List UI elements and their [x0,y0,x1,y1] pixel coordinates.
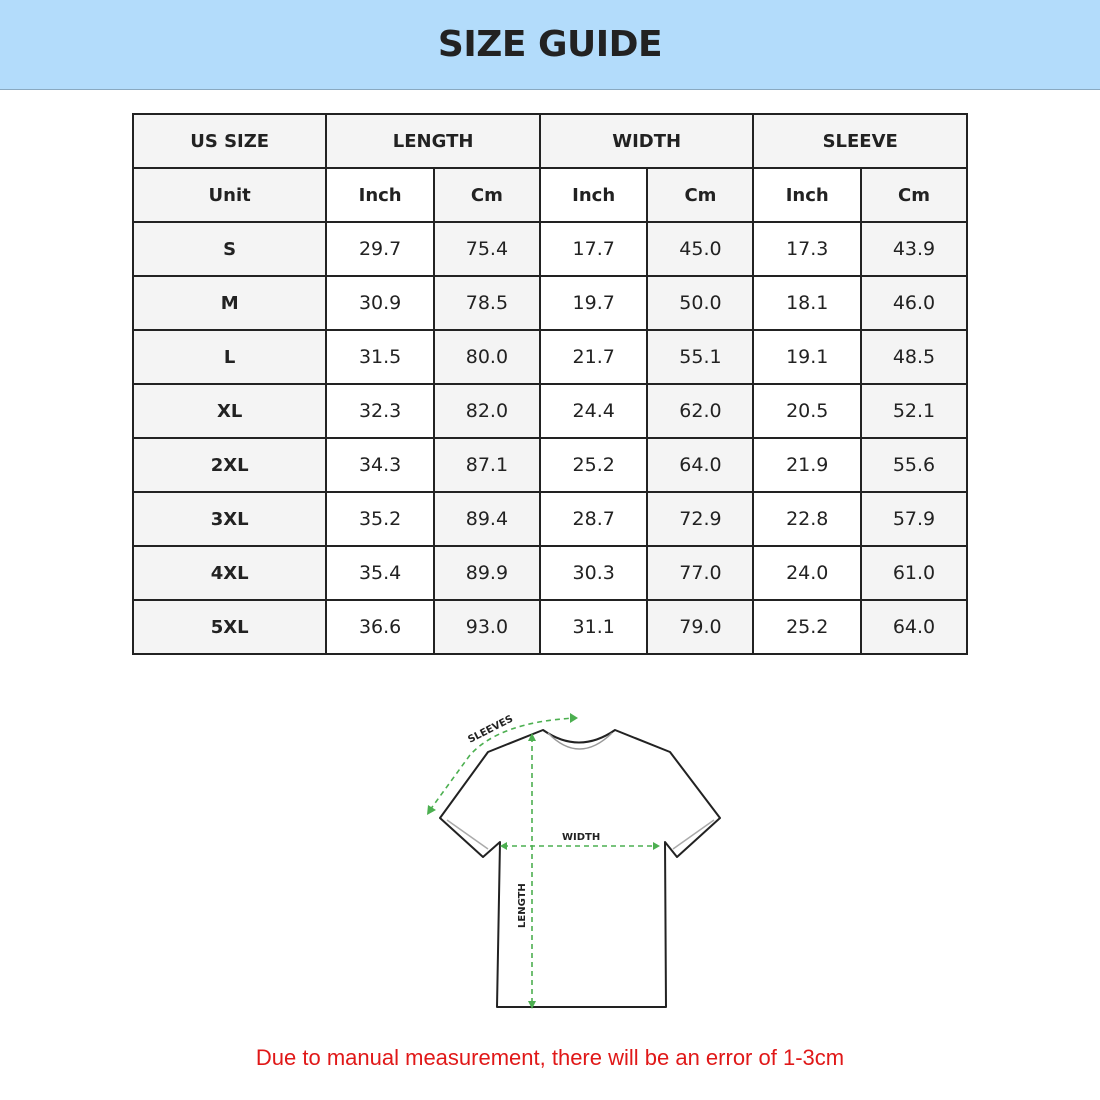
measurement-cell: 64.0 [646,437,755,493]
arrow-icon [427,805,436,815]
unit-cell: Inch [752,167,863,223]
measurement-cell: 64.0 [860,599,968,655]
table-row: 4XL 35.4 89.9 30.3 77.0 24.0 61.0 [131,545,968,601]
measurement-cell: 21.9 [752,437,863,493]
measurement-cell: 35.2 [325,491,435,547]
measurement-cell: 43.9 [860,221,968,277]
measurement-cell: 75.4 [432,221,541,277]
measurement-cell: 55.1 [646,329,755,385]
size-label: 4XL [131,545,328,601]
measurement-cell: 89.4 [432,491,541,547]
sleeve-guide [429,717,576,811]
width-label: WIDTH [562,832,600,843]
measurement-cell: 17.3 [752,221,863,277]
measurement-cell: 21.7 [538,329,649,385]
size-label: XL [131,383,328,439]
measurement-cell: 45.0 [646,221,755,277]
measurement-cell: 89.9 [432,545,541,601]
unit-cell: Unit [131,167,328,223]
page-title: SIZE GUIDE [437,24,663,65]
table-row: M 30.9 78.5 19.7 50.0 18.1 46.0 [131,275,968,331]
measurement-cell: 35.4 [325,545,435,601]
header-banner: SIZE GUIDE [0,0,1100,90]
measurement-cell: 30.9 [325,275,435,331]
table-row: 2XL 34.3 87.1 25.2 64.0 21.9 55.6 [131,437,968,493]
measurement-cell: 25.2 [538,437,649,493]
measurement-cell: 55.6 [860,437,968,493]
unit-cell: Inch [538,167,649,223]
measurement-cell: 19.7 [538,275,649,331]
size-table: US SIZE LENGTH WIDTH SLEEVE Unit Inch Cm In… [131,113,968,655]
unit-row: Unit Inch Cm Inch Cm Inch Cm [131,167,968,223]
measurement-cell: 61.0 [860,545,968,601]
arrow-icon [653,842,660,850]
measurement-cell: 80.0 [432,329,541,385]
measurement-cell: 29.7 [325,221,435,277]
unit-cell: Cm [432,167,541,223]
measurement-cell: 17.7 [538,221,649,277]
measurement-cell: 48.5 [860,329,968,385]
measurement-note: Due to manual measurement, there will be… [255,1045,845,1070]
measurement-cell: 52.1 [860,383,968,439]
tshirt-collar [547,732,613,750]
sleeves-label: SLEEVES [466,714,515,746]
measurement-cell: 30.3 [538,545,649,601]
measurement-cell: 31.5 [325,329,435,385]
measurement-cell: 46.0 [860,275,968,331]
measurement-cell: 22.8 [752,491,863,547]
arrow-icon [528,1001,536,1009]
size-label: L [131,329,328,385]
measurement-cell: 20.5 [752,383,863,439]
sleeve-hem-left [446,819,489,850]
unit-cell: Cm [860,167,968,223]
measurement-cell: 19.1 [752,329,863,385]
size-label: 3XL [131,491,328,547]
measurement-cell: 77.0 [646,545,755,601]
group-header-row: US SIZE LENGTH WIDTH SLEEVE [131,113,968,169]
header-width: WIDTH [538,113,755,169]
table-row: 3XL 35.2 89.4 28.7 72.9 22.8 57.9 [131,491,968,547]
size-label: 5XL [131,599,328,655]
header-sleeve: SLEEVE [752,113,968,169]
arrow-icon [528,733,536,741]
measurement-cell: 24.0 [752,545,863,601]
unit-cell: Inch [325,167,435,223]
measurement-cell: 62.0 [646,383,755,439]
table-row: L 31.5 80.0 21.7 55.1 19.1 48.5 [131,329,968,385]
measurement-cell: 79.0 [646,599,755,655]
measurement-cell: 32.3 [325,383,435,439]
tshirt-outline [439,729,721,1008]
measurement-cell: 31.1 [538,599,649,655]
measurement-cell: 28.7 [538,491,649,547]
table-row: XL 32.3 82.0 24.4 62.0 20.5 52.1 [131,383,968,439]
arrow-icon [500,842,507,850]
measurement-cell: 18.1 [752,275,863,331]
measurement-cell: 72.9 [646,491,755,547]
measurement-cell: 57.9 [860,491,968,547]
size-label: M [131,275,328,331]
table-row: 5XL 36.6 93.0 31.1 79.0 25.2 64.0 [131,599,968,655]
measurement-cell: 50.0 [646,275,755,331]
size-label: S [131,221,328,277]
length-label: LENGTH [517,883,528,928]
sleeve-hem-right [672,819,715,850]
header-length: LENGTH [325,113,541,169]
measurement-cell: 24.4 [538,383,649,439]
arrow-icon [570,713,578,723]
size-label: 2XL [131,437,328,493]
measurement-cell: 82.0 [432,383,541,439]
measurement-cell: 34.3 [325,437,435,493]
unit-cell: Cm [646,167,755,223]
measurement-cell: 25.2 [752,599,863,655]
measurement-cell: 93.0 [432,599,541,655]
measurement-cell: 87.1 [432,437,541,493]
measurement-cell: 78.5 [432,275,541,331]
header-us-size: US SIZE [131,113,328,169]
measurement-cell: 36.6 [325,599,435,655]
table-row: S 29.7 75.4 17.7 45.0 17.3 43.9 [131,221,968,277]
